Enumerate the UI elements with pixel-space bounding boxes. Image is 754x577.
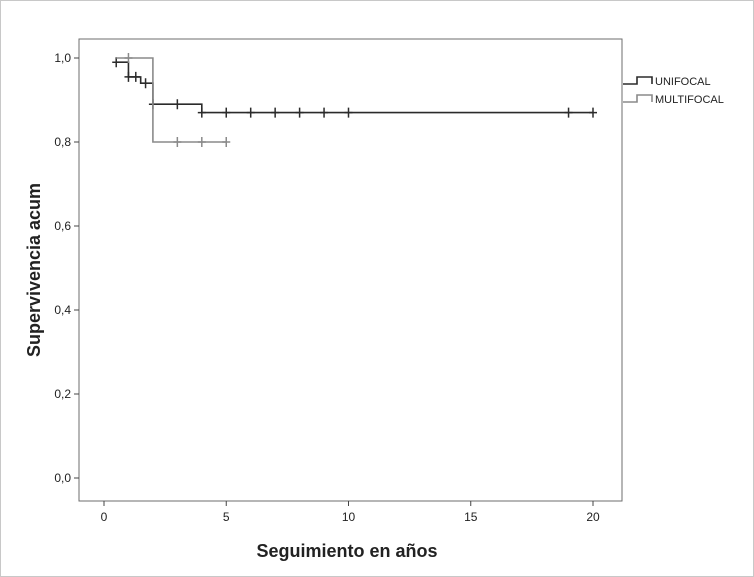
censor-mark (124, 71, 133, 82)
censor-mark (173, 99, 182, 110)
plot-frame (78, 38, 623, 502)
censor-mark (131, 71, 140, 82)
legend-swatch (623, 94, 653, 103)
censor-mark (124, 53, 133, 63)
legend: UNIFOCAL MULTIFOCAL (623, 76, 724, 106)
y-tick-label: 0,2 (54, 387, 71, 401)
y-tick-label: 1,0 (54, 51, 71, 65)
censor-mark (197, 137, 206, 147)
x-axis-title: Seguimiento en años (256, 541, 437, 561)
y-axis-title: Supervivencia acum (24, 183, 44, 357)
censor-mark (112, 57, 121, 68)
y-tick-label: 0,4 (54, 303, 71, 317)
censor-mark (222, 137, 231, 147)
axes: 0 5 10 15 20 0,0 0,2 0,4 0,6 0,8 1,0 (54, 51, 600, 524)
censor-mark (320, 107, 329, 118)
series-multifocal (116, 53, 231, 147)
censor-mark (564, 107, 573, 118)
y-tick-label: 0,0 (54, 471, 71, 485)
censor-mark (344, 107, 353, 118)
series-unifocal (112, 57, 597, 118)
survival-curve-multifocal (116, 57, 227, 143)
censor-mark (197, 107, 206, 118)
censor-mark (295, 107, 304, 118)
legend-label: MULTIFOCAL (655, 94, 724, 106)
x-tick-label: 20 (586, 510, 600, 524)
censor-mark (246, 107, 255, 118)
x-tick-label: 5 (223, 510, 230, 524)
x-tick-label: 15 (464, 510, 478, 524)
x-tick-label: 0 (101, 510, 108, 524)
censor-mark (173, 137, 182, 147)
y-tick-label: 0,8 (54, 135, 71, 149)
legend-item-multifocal: MULTIFOCAL (623, 94, 724, 106)
x-tick-label: 10 (342, 510, 356, 524)
legend-label: UNIFOCAL (655, 76, 711, 88)
censor-mark (141, 78, 150, 89)
legend-item-unifocal: UNIFOCAL (623, 76, 711, 88)
censor-mark (589, 107, 597, 118)
censor-mark (271, 107, 280, 118)
censor-mark (222, 107, 231, 118)
series-layer (112, 53, 597, 147)
y-tick-label: 0,6 (54, 219, 71, 233)
legend-swatch (623, 76, 653, 85)
